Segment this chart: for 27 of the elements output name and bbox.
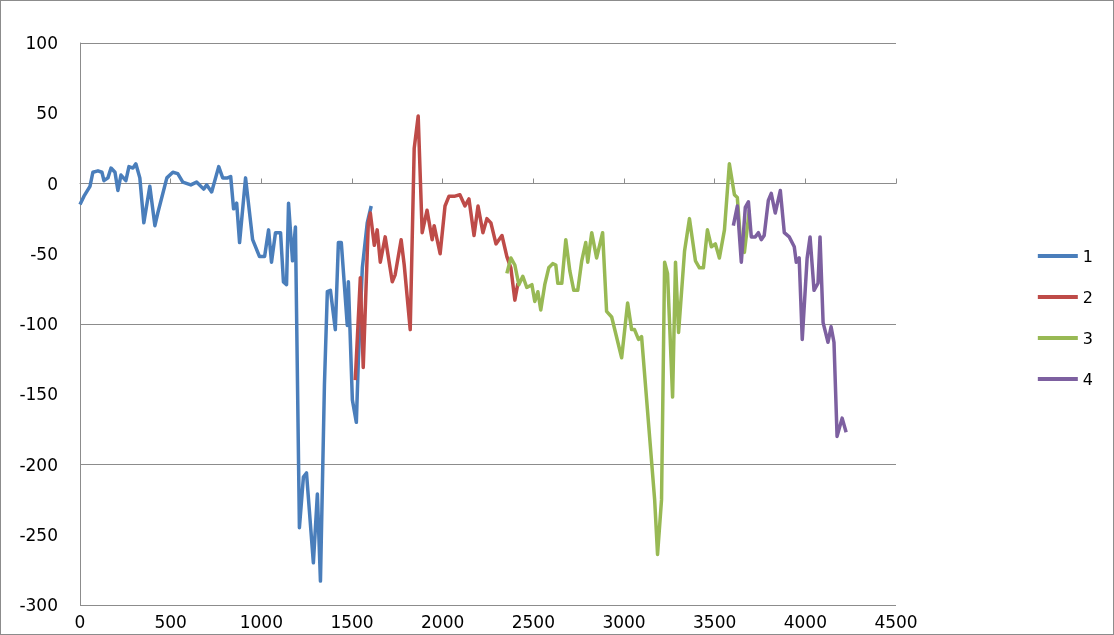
line-series bbox=[353, 114, 520, 382]
x-tick-label: 1000 bbox=[239, 611, 283, 632]
y-tick-label: -50 bbox=[30, 243, 58, 264]
line-series bbox=[78, 162, 373, 583]
line-series bbox=[731, 188, 848, 439]
x-tick-label: 3000 bbox=[602, 611, 646, 632]
y-tick-label: -100 bbox=[19, 314, 58, 334]
x-tick-label: 3500 bbox=[693, 611, 737, 632]
y-tick-label: 50 bbox=[36, 103, 58, 124]
x-tick-label: 0 bbox=[74, 611, 86, 632]
y-tick-label: 100 bbox=[25, 33, 58, 53]
legend-label: 3 bbox=[1082, 328, 1094, 348]
x-tick-label: 4500 bbox=[874, 611, 918, 632]
legend-label: 4 bbox=[1082, 369, 1094, 389]
x-tick-label: 500 bbox=[154, 611, 187, 632]
legend-label: 2 bbox=[1082, 287, 1094, 307]
y-tick-label: 0 bbox=[47, 173, 58, 194]
y-tick-label: -300 bbox=[19, 595, 58, 615]
x-tick-label: 4000 bbox=[783, 611, 827, 632]
x-tick-label: 2500 bbox=[511, 611, 555, 632]
y-tick-label: -250 bbox=[19, 524, 58, 545]
x-tick-label: 2000 bbox=[421, 611, 465, 632]
y-tick-label: -150 bbox=[19, 384, 58, 405]
legend-label: 1 bbox=[1082, 246, 1094, 266]
y-tick-label: -200 bbox=[19, 454, 58, 475]
x-tick-label: 1500 bbox=[330, 611, 374, 632]
line-series bbox=[505, 162, 752, 557]
